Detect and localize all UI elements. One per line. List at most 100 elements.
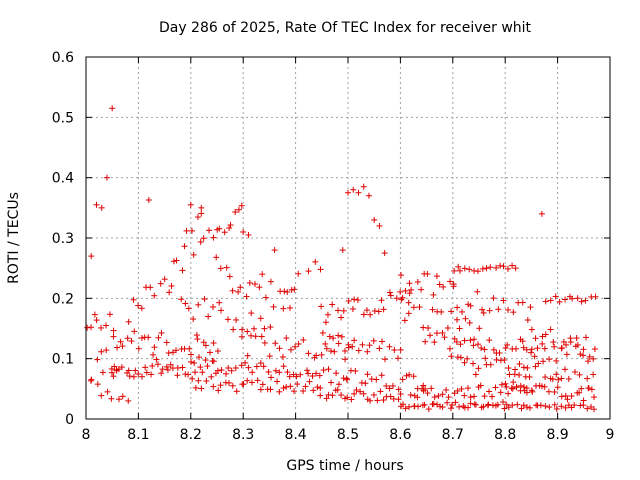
data-point [342,356,349,363]
data-point [224,316,231,323]
data-point [572,369,579,376]
data-point [142,364,149,371]
data-point [106,311,113,318]
data-point [305,268,312,275]
data-point [395,355,402,362]
data-point [456,403,463,410]
data-point [425,406,432,413]
data-point [254,377,261,384]
data-point [475,365,482,372]
data-point [305,350,312,357]
data-point [436,281,443,288]
data-point [333,370,340,377]
data-point [335,340,342,347]
data-point [451,335,458,342]
data-point [502,380,509,387]
data-point [304,367,311,374]
data-point [293,373,300,380]
data-point [154,361,161,368]
y-tick-label: 0 [65,412,74,428]
data-point [454,304,461,311]
data-point [364,348,371,355]
data-point [189,375,196,382]
data-point [291,286,298,293]
data-point [280,363,287,370]
data-point [582,297,589,304]
data-point [322,340,329,347]
data-point [428,385,435,392]
data-point [268,374,275,381]
data-point [480,309,487,316]
data-point [153,356,160,363]
data-point [590,371,597,378]
data-point [467,394,474,401]
data-point [295,270,302,277]
data-point [198,385,205,392]
data-point [418,286,425,293]
data-point [208,373,215,380]
data-point [111,363,118,370]
data-point [542,374,549,381]
data-point [551,389,558,396]
data-point [191,359,198,366]
data-point [461,337,468,344]
data-point [271,247,278,254]
data-point [466,266,473,273]
data-point [462,315,469,322]
data-point [267,386,274,393]
data-point [571,402,578,409]
data-point [448,308,455,315]
data-point [429,306,436,313]
data-point [244,377,251,384]
data-point [529,388,536,395]
data-point [373,376,380,383]
data-point [283,384,290,391]
data-point [340,307,347,314]
data-point [541,383,548,390]
data-point [243,293,250,300]
data-point [288,286,295,293]
data-point [309,373,316,380]
data-point [244,352,251,359]
data-point [334,307,341,314]
data-point [250,325,257,332]
data-point [493,264,500,271]
data-point [451,390,458,397]
data-point [284,369,291,376]
data-point [440,283,447,290]
data-point [294,381,301,388]
data-point [504,341,511,348]
data-point [195,377,202,384]
data-point [472,371,479,378]
data-point [324,311,331,318]
data-point [194,336,201,343]
data-point [472,401,479,408]
data-point [395,386,402,393]
data-point [467,302,474,309]
data-point [528,346,535,353]
data-point [261,325,268,332]
data-point [496,349,503,356]
data-point [227,222,234,229]
data-point [237,284,244,291]
data-point [135,302,142,309]
data-point [410,304,417,311]
data-point [580,397,587,404]
data-point [165,349,172,356]
data-point [443,386,450,393]
data-point [195,301,202,308]
data-point [261,339,268,346]
data-point [410,373,417,380]
data-point [198,210,205,217]
data-point [437,403,444,410]
data-point [317,266,324,273]
data-point [490,295,497,302]
data-point [187,201,194,208]
data-point [452,399,459,406]
data-point [359,341,366,348]
data-point [204,363,211,370]
y-tick-label: 0.4 [52,171,74,187]
data-point [167,361,174,368]
data-point [555,376,562,383]
data-point [360,311,367,318]
